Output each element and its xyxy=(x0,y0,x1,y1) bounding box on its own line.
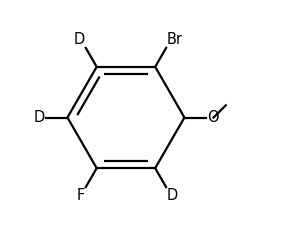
Text: O: O xyxy=(207,110,218,125)
Text: D: D xyxy=(167,188,178,204)
Text: Br: Br xyxy=(167,32,183,47)
Text: D: D xyxy=(34,110,45,125)
Text: D: D xyxy=(74,32,85,47)
Text: F: F xyxy=(77,188,85,204)
